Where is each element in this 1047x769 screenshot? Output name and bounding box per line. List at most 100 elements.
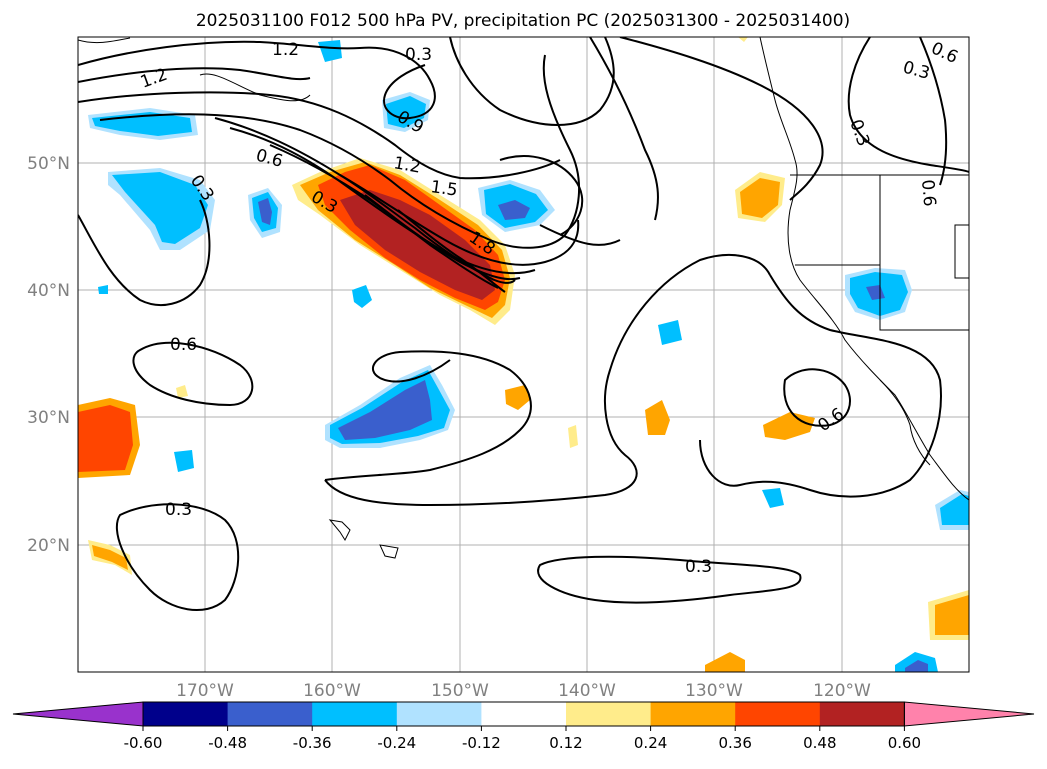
hawaii-islands [328, 519, 399, 559]
contour-0.3-north [99, 54, 581, 249]
contour-1.5 [339, 174, 516, 284]
precip-blob-0.12 [568, 425, 578, 448]
contour-0.3-loop [132, 341, 254, 407]
precip-neg-0.24 [352, 285, 372, 308]
precip-neg-0.24 [318, 40, 342, 62]
colorbar-tick-label: 0.36 [718, 734, 751, 752]
lon-label: 130°W [685, 681, 743, 701]
contour-0.3-east [324, 254, 771, 507]
precip-se-0.24 [935, 595, 969, 635]
contour-label: 0.6 [170, 335, 197, 355]
contour-0.6-b [214, 117, 580, 266]
precip-blob-0.12 [176, 385, 188, 398]
contour-0.3-top [449, 37, 615, 126]
precip-top-0.12 [738, 37, 748, 42]
contour-0.6-ne-b [919, 37, 948, 186]
map-area: 1.2 1.2 0.6 0.9 0.6 0.3 0.6 0.3 1.2 1.5 … [78, 37, 969, 672]
contour-label: 0.3 [901, 58, 932, 84]
lon-label: 140°W [558, 681, 616, 701]
precip-neg-0.24 [98, 285, 108, 294]
map-title: 2025031100 F012 500 hPa PV, precipitatio… [196, 11, 850, 31]
colorbar-segment [143, 702, 229, 726]
contour-label: 0.3 [685, 557, 712, 577]
lon-label: 120°W [813, 681, 871, 701]
contour-0.3-ne-b [847, 37, 969, 173]
lon-label: 150°W [431, 681, 489, 701]
border-states-c [954, 224, 969, 279]
colorbar-segment [735, 702, 821, 726]
colorbar-tick-label: -0.24 [377, 734, 416, 752]
lon-label: 170°W [176, 681, 234, 701]
pv-contours [78, 37, 969, 612]
precip-blob-0.24 [645, 400, 670, 435]
contour-0.3-d [539, 224, 621, 246]
contour-0.3-central [324, 350, 532, 481]
precip-neg-0.24 [386, 96, 426, 128]
precip-neg-0.36 [498, 200, 530, 220]
colorbar-segment [566, 702, 652, 726]
colorbar: -0.60 -0.48 -0.36 -0.24 -0.12 0.12 0.24 0.36 0.4… [12, 701, 1035, 752]
lat-label: 20°N [27, 536, 70, 556]
colorbar-segment [312, 702, 398, 726]
colorbar-tick-label: -0.12 [462, 734, 501, 752]
contour-0.3-south [537, 555, 802, 604]
colorbar-tick-label: -0.48 [208, 734, 247, 752]
lat-labels: 50°N 40°N 30°N 20°N [27, 154, 70, 556]
colorbar-tick-label: 0.48 [803, 734, 836, 752]
contour-0.3-east-b [699, 274, 942, 498]
contour-0.3-ne [589, 37, 659, 221]
contour-2.1 [397, 209, 506, 293]
contour-0.6-ne [619, 37, 824, 201]
contour-label: 0.6 [814, 404, 848, 436]
contour-1.8 [364, 194, 499, 289]
coastline-baja [879, 379, 931, 466]
contour-label: 0.3 [405, 45, 432, 65]
contour-0.3-west [78, 199, 211, 306]
contour-label: 1.2 [392, 153, 422, 177]
coastline-alaska [199, 73, 311, 102]
lat-label: 50°N [27, 154, 70, 174]
precip-bottom-0.24 [705, 652, 745, 672]
colorbar-segment [481, 702, 567, 726]
colorbar-segment [650, 702, 736, 726]
colorbar-segment [819, 702, 905, 726]
contour-0.6-c [499, 155, 584, 236]
colorbar-tick-label: -0.60 [124, 734, 163, 752]
contour-label: 1.2 [272, 40, 299, 60]
contour-label: 1.5 [429, 177, 459, 201]
precip-neg-0.24 [174, 450, 194, 472]
lat-label: 40°N [27, 281, 70, 301]
precip-blob-0.24 [763, 412, 815, 440]
borders [790, 174, 969, 331]
precip-neg-nw-0.24 [112, 172, 208, 244]
border-states [795, 264, 969, 331]
lat-label: 30°N [27, 408, 70, 428]
contour-label: 0.6 [917, 179, 939, 208]
contour-0.3-sw [115, 503, 240, 612]
contour-label: 0.3 [845, 117, 873, 149]
precip-west-0.36 [78, 405, 133, 472]
colorbar-outline [142, 701, 905, 727]
coastline-aleutian [78, 37, 131, 44]
contour-0.9-b [229, 127, 536, 275]
colorbar-tick-label: 0.24 [634, 734, 667, 752]
coastlines [78, 37, 969, 559]
precip-neg-0.24 [940, 494, 969, 525]
coastline-north-america [759, 37, 969, 501]
precip-blob-0.24 [505, 385, 530, 410]
precip-coast-0.24 [740, 178, 780, 218]
colorbar-extend-low [12, 701, 144, 727]
contour-label: 0.6 [928, 38, 961, 68]
colorbar-segment [227, 702, 313, 726]
map-frame [77, 36, 970, 673]
precip-neg-0.36 [338, 380, 432, 440]
lon-label: 160°W [303, 681, 361, 701]
contour-0.6 [78, 91, 561, 180]
precip-band-0.48 [340, 190, 495, 300]
precip-shading [78, 37, 969, 672]
colorbar-extend-high [903, 701, 1035, 727]
colorbar-tick-label: 0.12 [549, 734, 582, 752]
lon-labels: 170°W 160°W 150°W 140°W 130°W 120°W [176, 681, 871, 701]
